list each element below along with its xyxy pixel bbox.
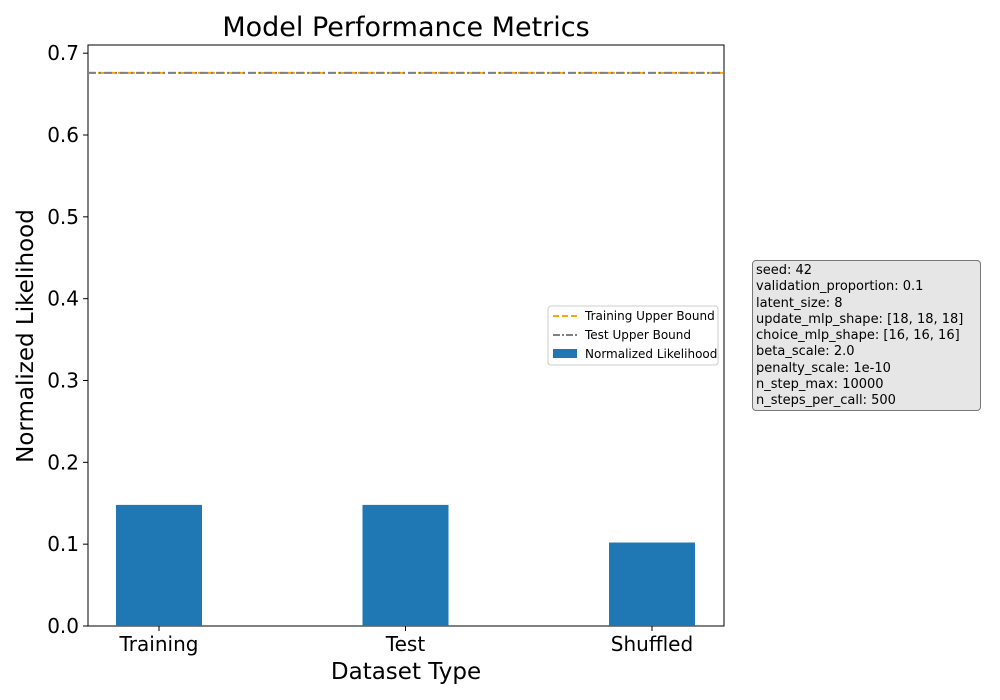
y-tick-label: 0.0 — [47, 614, 79, 638]
legend-label-test-upper-bound: Test Upper Bound — [584, 328, 691, 342]
parameters-info-box: seed: 42 validation_proportion: 0.1 late… — [752, 260, 981, 411]
bar-test — [362, 504, 449, 626]
info-line-seed: seed: 42 — [756, 263, 813, 278]
info-line-penalty-scale: penalty_scale: 1e-10 — [756, 360, 891, 376]
info-line-n-step-max: n_step_max: 10000 — [756, 377, 884, 393]
legend-label-training-upper-bound: Training Upper Bound — [584, 309, 715, 323]
legend: Training Upper Bound Test Upper Bound No… — [547, 305, 719, 366]
legend-box — [547, 305, 719, 366]
info-line-validation-proportion: validation_proportion: 0.1 — [756, 279, 924, 295]
plot-area — [87, 44, 725, 627]
x-tick-label-training: Training — [119, 632, 199, 656]
bar-group — [116, 504, 695, 626]
y-tick-label: 0.7 — [47, 41, 79, 65]
legend-swatch-normalized-likelihood — [553, 349, 577, 358]
chart-title: Model Performance Metrics — [222, 12, 589, 43]
y-tick-label: 0.2 — [47, 450, 79, 474]
x-tick-label-shuffled: Shuffled — [611, 632, 693, 656]
y-axis-label: Normalized Likelihood — [13, 209, 39, 463]
y-tick-label: 0.3 — [47, 369, 79, 393]
x-axis: Training Test Shuffled — [119, 626, 693, 656]
info-line-n-steps-per-call: n_steps_per_call: 500 — [756, 393, 896, 409]
y-tick-label: 0.5 — [47, 205, 79, 229]
info-line-latent-size: latent_size: 8 — [756, 295, 843, 311]
x-tick-label-test: Test — [385, 632, 426, 656]
info-line-update-mlp-shape: update_mlp_shape: [18, 18, 18] — [756, 311, 964, 327]
y-tick-label: 0.1 — [47, 532, 79, 556]
bar-shuffled — [609, 542, 695, 626]
legend-label-normalized-likelihood: Normalized Likelihood — [585, 347, 717, 361]
y-tick-label: 0.4 — [47, 287, 79, 311]
y-tick-label: 0.6 — [47, 123, 79, 147]
info-line-choice-mlp-shape: choice_mlp_shape: [16, 16, 16] — [756, 328, 960, 344]
y-axis: 0.0 0.1 0.2 0.3 0.4 0.5 0.6 0.7 — [47, 41, 88, 638]
info-line-beta-scale: beta_scale: 2.0 — [756, 344, 855, 360]
bar-training — [116, 504, 202, 626]
x-axis-label: Dataset Type — [331, 659, 481, 685]
